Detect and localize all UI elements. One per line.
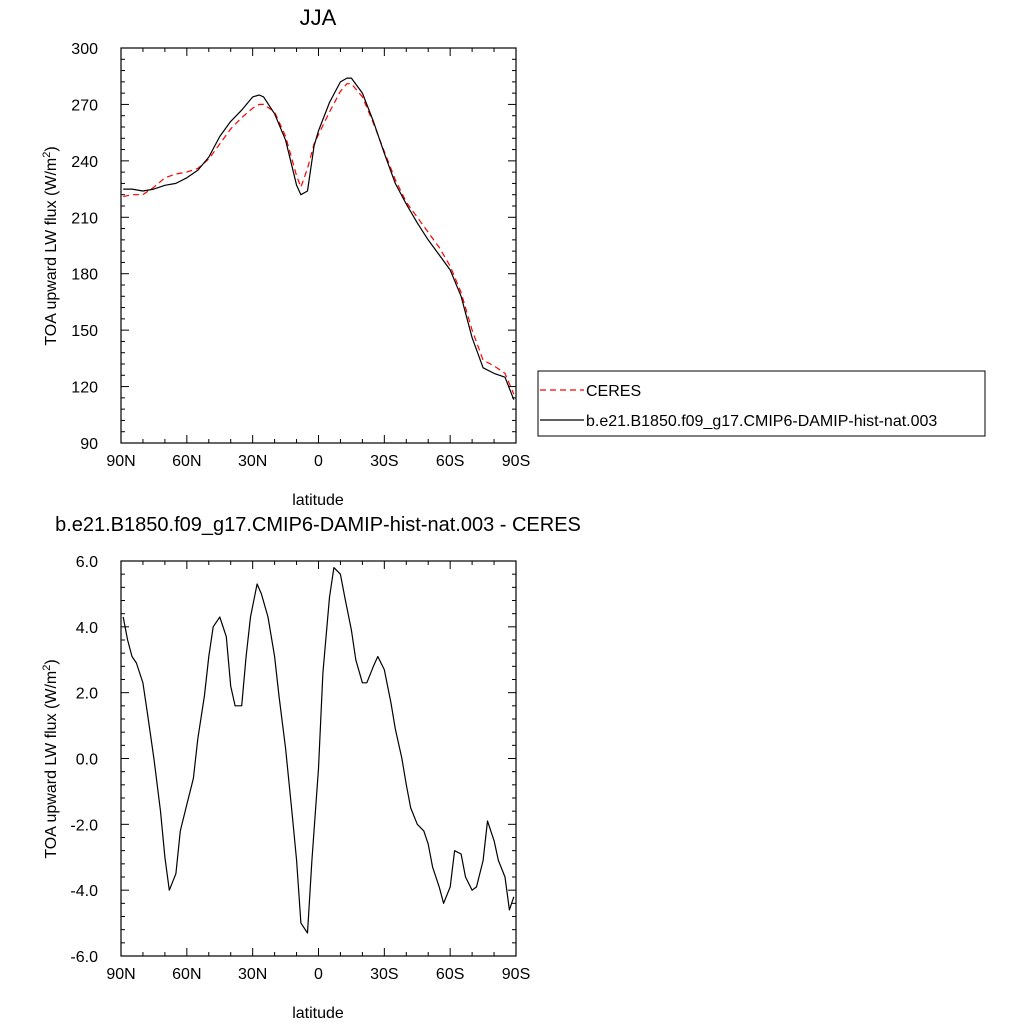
top-panel: JJA 90N 60N 30N 0 30S 60S 90S 90 120 150 180 210 240… (41, 5, 530, 509)
bottom-y-axis-label: TOA upward LW flux (W/m2) (41, 659, 60, 858)
bottom-series-layer (122, 566, 515, 934)
x-tick-label: 30N (238, 966, 267, 983)
y-tick-label: 2.0 (76, 686, 98, 703)
y-tick-label: 0.0 (76, 752, 98, 769)
top-axes: 90N 60N 30N 0 30S 60S 90S 90 120 150 180 210 240 270 3… (71, 41, 530, 470)
x-tick-label: 60S (436, 453, 464, 470)
x-tick-label: 30N (238, 453, 267, 470)
x-tick-label: 0 (314, 453, 323, 470)
legend: CERES b.e21.B1850.f09_g17.CMIP6-DAMIP-hi… (537, 370, 986, 437)
y-tick-label: 6.0 (76, 554, 98, 571)
x-tick-label: 90N (106, 453, 135, 470)
plot-frame (120, 47, 517, 444)
y-tick-label: 150 (71, 323, 98, 340)
x-tick-label: 30S (370, 453, 398, 470)
x-tick-label: 30S (370, 966, 398, 983)
bottom-panel: b.e21.B1850.f09_g17.CMIP6-DAMIP-hist-nat… (41, 514, 581, 1022)
y-tick-label: 180 (71, 267, 98, 284)
y-tick-label: 4.0 (76, 620, 98, 637)
y-tick-label: 210 (71, 210, 98, 227)
x-tick-label: 90S (502, 453, 530, 470)
series-line-0 (122, 566, 515, 934)
top-series-layer (123, 77, 515, 400)
top-x-axis-label: latitude (292, 492, 344, 509)
x-tick-label: 60N (172, 966, 201, 983)
y-tick-label: -6.0 (70, 949, 98, 966)
y-tick-label: 270 (71, 97, 98, 114)
y-tick-label: 120 (71, 380, 98, 397)
y-tick-label: 240 (71, 154, 98, 171)
series-line-1 (123, 77, 515, 400)
x-tick-label: 90S (502, 966, 530, 983)
x-tick-label: 60S (436, 966, 464, 983)
legend-label-ceres: CERES (586, 383, 641, 400)
x-tick-label: 90N (106, 966, 135, 983)
y-tick-label: 90 (80, 436, 98, 453)
legend-box (537, 370, 986, 437)
bottom-chart-title: b.e21.B1850.f09_g17.CMIP6-DAMIP-hist-nat… (55, 514, 581, 536)
x-tick-label: 0 (314, 966, 323, 983)
x-tick-label: 60N (172, 453, 201, 470)
top-chart-title: JJA (300, 5, 337, 30)
bottom-axes: 90N 60N 30N 0 30S 60S 90S -6.0 -4.0 -2.0 0.0 2.0 4.0… (70, 554, 530, 983)
y-tick-label: -2.0 (70, 817, 98, 834)
bottom-x-axis-label: latitude (292, 1005, 344, 1022)
legend-label-model: b.e21.B1850.f09_g17.CMIP6-DAMIP-hist-nat… (586, 413, 937, 430)
top-y-axis-label: TOA upward LW flux (W/m2) (41, 146, 60, 345)
y-tick-label: 300 (71, 41, 98, 58)
y-tick-label: -4.0 (70, 883, 98, 900)
